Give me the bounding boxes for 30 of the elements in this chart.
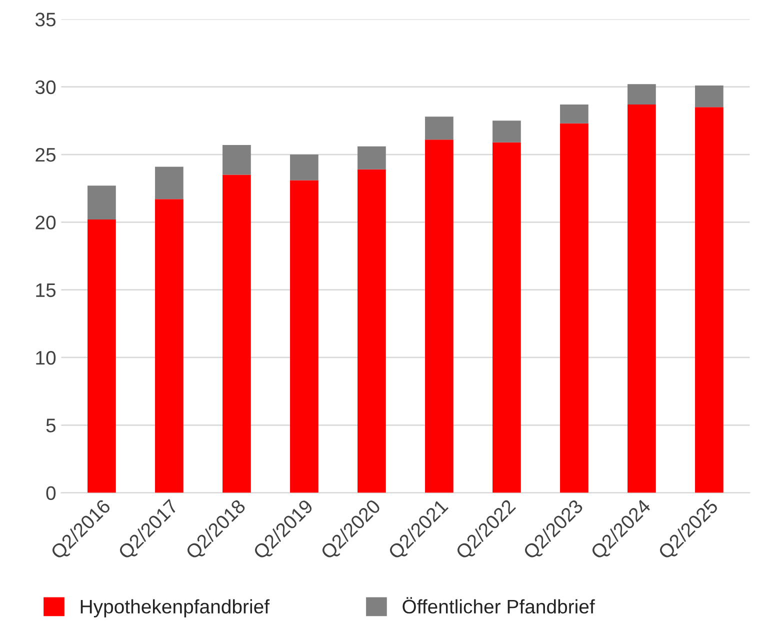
bar: [695, 86, 724, 108]
bar: [155, 199, 184, 493]
bar: [560, 123, 588, 493]
y-tick-label: 30: [35, 80, 56, 94]
legend-label: Öffentlicher Pfandbrief: [402, 597, 595, 614]
bar: [492, 142, 521, 493]
bar: [425, 140, 454, 493]
y-tick-label: 5: [46, 418, 56, 432]
bar: [88, 219, 116, 493]
y-tick-label: 35: [35, 12, 56, 26]
y-tick-label: 20: [36, 216, 56, 230]
bar: [290, 180, 318, 493]
bar: [628, 104, 656, 493]
bar: [222, 174, 251, 493]
y-tick-label: 15: [36, 283, 56, 298]
bar: [560, 104, 588, 124]
bar: [222, 145, 251, 175]
y-tick-label: 0: [46, 486, 56, 500]
bar: [425, 116, 454, 140]
legend-label: Hypothekenpfandbrief: [80, 599, 270, 618]
bar: [88, 186, 116, 220]
bar: [628, 84, 656, 104]
bar: [155, 166, 184, 200]
bar: [492, 120, 521, 142]
bar: [290, 154, 318, 180]
bar: [695, 107, 724, 493]
bar: [358, 169, 386, 493]
bar: [358, 146, 386, 170]
y-tick-label: 10: [36, 350, 56, 365]
y-tick-label: 25: [36, 148, 56, 162]
